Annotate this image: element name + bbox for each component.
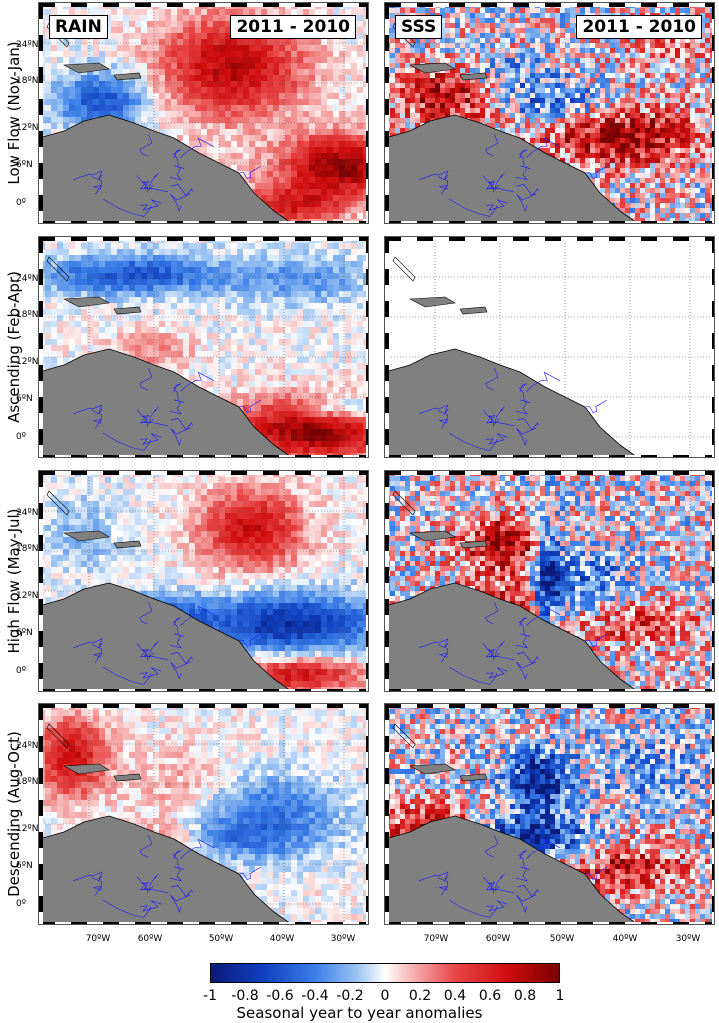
colorbar [210, 963, 560, 983]
colorbar-tick: 0.4 [444, 988, 466, 1004]
lat-label: 0º [16, 198, 26, 208]
sss-map-high-flow [384, 470, 715, 692]
years-label: 2011 - 2010 [576, 15, 702, 39]
lon-label-50w: 50ºW [209, 934, 234, 944]
lat-label: 0º [16, 432, 26, 442]
lat-label: 0º [16, 666, 26, 676]
colorbar-tick: -0.8 [231, 988, 258, 1004]
rain-map-low-flow: RAIN 2011 - 2010 [38, 2, 369, 224]
colorbar-tick: 1 [556, 988, 565, 1004]
lon-label-30w: 30ºW [676, 934, 701, 944]
lat-label: 24ºN [16, 274, 38, 284]
colorbar-title: Seasonal year to year anomalies [0, 1004, 719, 1022]
lat-label: 24ºN [16, 508, 38, 518]
lat-label: 12ºN [16, 123, 38, 133]
years-label: 2011 - 2010 [230, 15, 356, 39]
lon-label-70w: 70ºW [424, 934, 449, 944]
lon-label-50w: 50ºW [550, 934, 575, 944]
lat-label: 6ºN [16, 160, 33, 170]
lon-label-30w: 30ºW [331, 934, 356, 944]
rain-map-ascending [38, 236, 369, 458]
lon-label-40w: 40ºW [270, 934, 295, 944]
lon-label-70w: 70ºW [86, 934, 111, 944]
sss-label: SSS [395, 15, 442, 39]
rain-label: RAIN [49, 15, 108, 39]
lat-label: 6ºN [16, 394, 33, 404]
lat-label: 24ºN [16, 741, 38, 751]
colorbar-tick: -0.2 [336, 988, 363, 1004]
sss-map-ascending [384, 236, 715, 458]
colorbar-tick: 0.2 [409, 988, 431, 1004]
lat-label: 24ºN [16, 40, 38, 50]
lat-label: 12ºN [16, 357, 38, 367]
colorbar-tick: -0.6 [266, 988, 293, 1004]
lon-label-60w: 60ºW [486, 934, 511, 944]
lat-label: 18ºN [16, 777, 38, 787]
rain-map-high-flow [38, 470, 369, 692]
lat-label: 12ºN [16, 824, 38, 834]
lat-label: 18ºN [16, 544, 38, 554]
lon-label-60w: 60ºW [138, 934, 163, 944]
lat-label: 6ºN [16, 628, 33, 638]
colorbar-tick: 0.6 [479, 988, 501, 1004]
sss-map-low-flow: SSS 2011 - 2010 [384, 2, 715, 224]
lat-label: 18ºN [16, 310, 38, 320]
colorbar-tick: 0.8 [514, 988, 536, 1004]
colorbar-tick: -1 [203, 988, 217, 1004]
colorbar-tick: 0 [381, 988, 390, 1004]
lat-label: 12ºN [16, 591, 38, 601]
row-label-descending: Descending (Aug-Oct) [5, 731, 23, 897]
lon-label-40w: 40ºW [613, 934, 638, 944]
sss-map-descending [384, 703, 715, 925]
colorbar-tick: -0.4 [301, 988, 328, 1004]
lat-label: 18ºN [16, 76, 38, 86]
lat-label: 0º [16, 899, 26, 909]
rain-map-descending [38, 703, 369, 925]
lat-label: 6ºN [16, 861, 33, 871]
